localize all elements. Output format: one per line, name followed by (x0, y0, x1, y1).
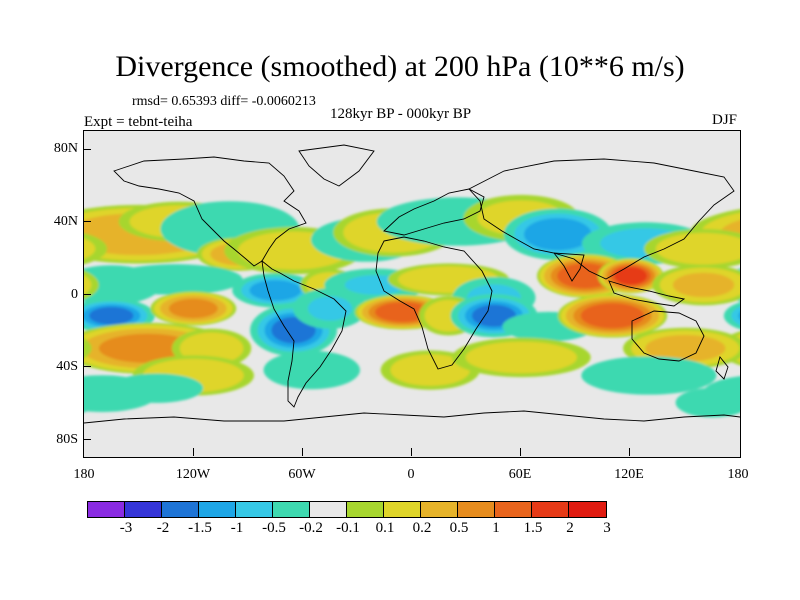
season-label: DJF (712, 112, 738, 128)
coast-north-america (113, 156, 307, 267)
divergence-contour (675, 387, 740, 418)
colorbar-label: -0.2 (299, 520, 323, 536)
divergence-contour (465, 341, 578, 374)
colorbar-label: 0.2 (412, 520, 432, 536)
coastlines (84, 144, 740, 424)
colorbar-label: -1.5 (188, 520, 212, 536)
divergence-contour (168, 298, 218, 319)
ytick-80n (83, 149, 91, 150)
divergence-contour (84, 270, 99, 300)
xtick-60e (520, 448, 521, 456)
ylabel-40s: 40S (56, 359, 78, 374)
colorbar-box (199, 502, 236, 517)
xtick-120w (193, 448, 194, 456)
colorbar-label: 0.1 (375, 520, 395, 536)
divergence-contour (84, 238, 96, 259)
coast-greenland (298, 144, 375, 187)
divergence-contour (84, 338, 92, 359)
colorbar-label: -1 (230, 520, 244, 536)
coast-india (553, 252, 585, 282)
colorbar-label: 1 (492, 520, 500, 536)
colorbar-label: 1.5 (523, 520, 543, 536)
xlabel-120e: 120E (614, 467, 644, 482)
colorbar-box (421, 502, 458, 517)
coast-south-america (261, 259, 347, 408)
divergence-contour (84, 233, 108, 265)
colorbar-box (273, 502, 310, 517)
ytick-0 (83, 294, 91, 295)
colorbar-label: 0.5 (449, 520, 469, 536)
colorbar-label: 3 (603, 520, 611, 536)
divergence-contour (249, 280, 302, 301)
divergence-map (84, 131, 740, 457)
colorbar-box (310, 502, 347, 517)
colorbar-box (88, 502, 125, 517)
ylabel-80n: 80N (53, 141, 78, 156)
period-label: 128kyr BP - 000kyr BP (330, 106, 472, 122)
xlabel-60w: 60W (288, 467, 316, 482)
xlabel-180-left: 180 (73, 467, 95, 482)
map-title: Divergence (smoothed) at 200 hPa (10**6 … (115, 50, 685, 83)
divergence-contour (738, 311, 740, 320)
xlabel-120w: 120W (175, 467, 211, 482)
divergence-contour (123, 267, 227, 292)
divergence-contour (84, 392, 94, 413)
xtick-120e (629, 448, 630, 456)
colorbar (87, 501, 607, 518)
divergence-contour (89, 306, 134, 325)
divergence-contour (110, 373, 204, 403)
ytick-40n (83, 221, 91, 222)
rmsd-diff-stats: rmsd= 0.65393 diff= -0.0060213 (132, 94, 316, 109)
divergence-contour (471, 304, 517, 327)
divergence-contour (580, 303, 645, 329)
ylabel-80s: 80S (56, 432, 78, 447)
xlabel-60e: 60E (508, 467, 532, 482)
divergence-contour (390, 354, 470, 386)
divergence-contour (597, 360, 701, 391)
divergence-contour (307, 296, 353, 321)
colorbar-box (236, 502, 273, 517)
experiment-label: Expt = tebnt-teiha (84, 114, 193, 130)
xlabel-180-right: 180 (727, 467, 749, 482)
ylabel-0: 0 (71, 287, 78, 302)
colorbar-label: -3 (119, 520, 133, 536)
coast-asia (468, 158, 735, 280)
divergence-contour (614, 267, 647, 285)
colorbar-box (347, 502, 384, 517)
divergence-contour (374, 302, 431, 323)
divergence-contour (655, 232, 740, 265)
coast-new-zealand (715, 356, 729, 380)
colorbar-label: -0.1 (336, 520, 360, 536)
divergence-contour (672, 272, 735, 298)
colorbar-box (532, 502, 569, 517)
colorbar-box (569, 502, 606, 517)
colorbar-box (162, 502, 199, 517)
divergence-contour (275, 355, 349, 385)
colorbar-label: -0.5 (262, 520, 286, 536)
coast-australia (631, 310, 705, 362)
colorbar-box (495, 502, 532, 517)
ytick-40s (83, 366, 91, 367)
divergence-contour (98, 333, 197, 363)
coast-europe (383, 188, 485, 236)
divergence-contour (645, 335, 726, 362)
ytick-80s (83, 439, 91, 440)
divergence-contour (731, 306, 740, 325)
colorbar-box (125, 502, 162, 517)
xlabel-0: 0 (407, 467, 415, 482)
colorbar-box (458, 502, 495, 517)
colorbar-box (384, 502, 421, 517)
ylabel-40n: 40N (53, 214, 78, 229)
coast-africa (375, 236, 493, 370)
colorbar-label: 2 (566, 520, 574, 536)
coast-indonesia (608, 280, 686, 307)
coast-antarctica (84, 410, 740, 424)
divergence-contour (84, 275, 92, 295)
divergence-contour (557, 263, 614, 289)
xtick-0 (411, 448, 412, 456)
divergence-field (84, 194, 740, 418)
divergence-contour (524, 218, 592, 251)
xtick-60w (302, 448, 303, 456)
colorbar-label: -2 (156, 520, 170, 536)
